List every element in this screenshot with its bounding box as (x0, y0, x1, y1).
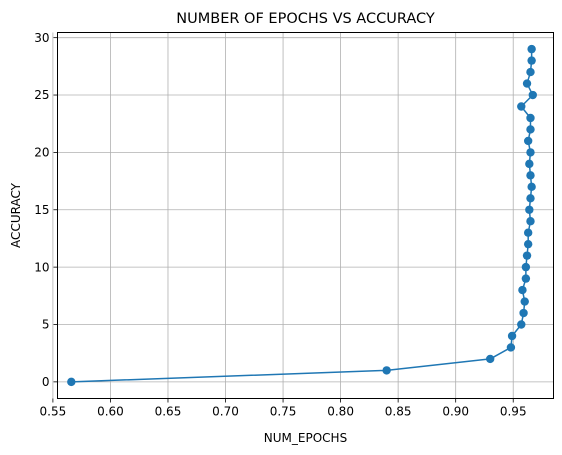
data-point (528, 90, 537, 100)
y-tick-label: 20 (34, 146, 49, 160)
data-point (527, 182, 536, 192)
data-point (526, 125, 535, 134)
data-point (520, 297, 529, 306)
x-tick-label: 0.60 (97, 405, 124, 419)
x-tick-label: 0.95 (500, 405, 527, 419)
data-point (527, 44, 536, 54)
chart-title: NUMBER OF EPOCHS VS ACCURACY (176, 11, 435, 27)
x-tick-label: 0.85 (385, 405, 412, 419)
data-point (523, 136, 533, 146)
data-point (526, 217, 535, 226)
data-point (522, 251, 532, 260)
x-tick-label: 0.55 (40, 405, 67, 419)
y-tick-label: 15 (34, 203, 49, 217)
x-tick-label: 0.65 (155, 405, 182, 419)
grid-lines (52, 32, 554, 399)
data-point (519, 308, 528, 318)
data-point (523, 239, 533, 249)
data-point (525, 159, 534, 169)
data-point (526, 67, 535, 77)
data-point (526, 171, 535, 180)
data-point (507, 331, 517, 341)
data-point (517, 320, 526, 329)
axis-ticks: 0.55 0.60 0.65 0.70 0.75 0.80 0.85 0.90 0.95 0 5 10… (34, 31, 526, 419)
y-tick-label: 5 (42, 318, 50, 332)
data-point (518, 285, 527, 295)
x-tick-label: 0.75 (270, 405, 297, 419)
plot-area (67, 44, 537, 387)
x-tick-label: 0.70 (212, 405, 239, 419)
data-point (526, 148, 535, 157)
x-axis-label: NUM_EPOCHS (264, 431, 347, 445)
data-point (527, 56, 536, 65)
data-point (523, 228, 533, 237)
y-axis-label: ACCURACY (9, 182, 23, 248)
x-tick-label: 0.90 (442, 405, 469, 419)
y-tick-label: 0 (42, 375, 50, 389)
data-point (506, 343, 516, 352)
data-point (517, 102, 526, 111)
data-point (526, 194, 535, 203)
y-tick-label: 25 (34, 88, 49, 102)
data-point (67, 377, 76, 387)
data-point (522, 79, 532, 88)
data-point (521, 262, 531, 272)
axes-frame (57, 32, 554, 399)
data-point (521, 274, 531, 283)
y-tick-label: 10 (34, 260, 49, 274)
x-tick-label: 0.80 (327, 405, 354, 419)
y-tick-label: 30 (34, 31, 49, 45)
data-point (382, 366, 391, 375)
data-point (526, 113, 535, 123)
data-point (525, 205, 534, 214)
data-point (486, 354, 495, 364)
